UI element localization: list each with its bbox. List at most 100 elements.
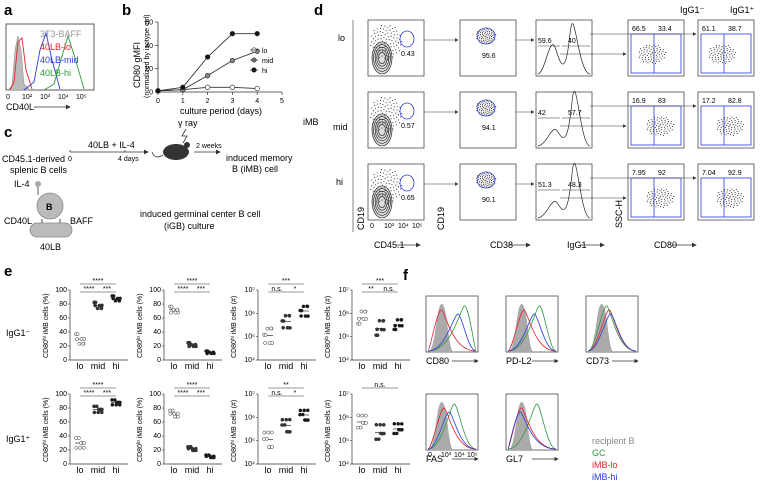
event-dot xyxy=(485,39,487,41)
event-dot xyxy=(658,192,660,194)
col-header-igg1-neg: IgG1⁻ xyxy=(680,5,705,15)
event-dot xyxy=(376,125,378,127)
event-dot xyxy=(378,56,380,59)
event-dot xyxy=(721,46,723,48)
source-label: CD45.1-derived xyxy=(2,154,65,164)
sig-label: *** xyxy=(376,278,384,285)
event-dot xyxy=(645,44,648,46)
event-dot xyxy=(719,201,721,203)
event-dot xyxy=(638,51,641,53)
event-dot xyxy=(486,38,488,40)
event-dot xyxy=(480,39,482,41)
data-point xyxy=(400,427,404,432)
event-dot xyxy=(733,126,735,128)
event-dot xyxy=(488,29,490,31)
group-label: lo xyxy=(264,361,271,371)
contour-line xyxy=(371,113,393,147)
event-dot xyxy=(390,179,392,181)
event-dot xyxy=(651,195,653,197)
flow-plot: 17.2 82.8 xyxy=(697,91,755,149)
hist-40lb-mid xyxy=(23,31,61,91)
event-dot xyxy=(719,193,721,196)
event-dot xyxy=(716,123,719,125)
flow-plot: 42 57.7 xyxy=(535,91,593,149)
event-dot xyxy=(739,127,742,129)
event-dot xyxy=(669,196,671,198)
event-dot xyxy=(725,206,727,208)
event-dot xyxy=(483,40,485,42)
event-dot xyxy=(482,180,484,182)
event-dot xyxy=(714,53,716,55)
event-dot xyxy=(389,101,391,103)
event-dot xyxy=(478,178,480,181)
event-dot xyxy=(382,32,384,34)
event-dot xyxy=(480,38,482,40)
histogram-pd-l2: PD-L2 xyxy=(505,295,559,366)
event-dot xyxy=(487,32,489,34)
plot-frame xyxy=(459,91,517,149)
data-point xyxy=(375,333,380,338)
event-dot xyxy=(739,202,741,204)
event-dot xyxy=(397,186,400,188)
event-dot xyxy=(663,204,665,206)
event-dot xyxy=(737,200,739,202)
event-dot xyxy=(385,41,387,43)
xlabel-cd45-1: CD45.1 xyxy=(374,240,405,250)
event-dot xyxy=(387,32,389,34)
event-dot xyxy=(729,118,731,120)
event-dot xyxy=(483,100,485,103)
event-dot xyxy=(652,130,654,132)
event-dot xyxy=(724,198,726,200)
event-dot xyxy=(375,194,377,196)
data-point xyxy=(374,437,378,442)
event-dot xyxy=(667,192,669,195)
event-dot xyxy=(661,55,664,57)
event-dot xyxy=(653,188,656,190)
data-point xyxy=(303,314,308,318)
overlay-line xyxy=(507,411,557,450)
legend-imb-lo: iMB-lo xyxy=(592,460,618,470)
event-dot xyxy=(732,206,734,208)
event-dot xyxy=(655,60,657,62)
event-dot xyxy=(479,177,481,180)
event-dot xyxy=(661,129,663,131)
event-dot xyxy=(728,58,730,60)
event-dot xyxy=(734,128,736,130)
event-dot xyxy=(378,113,380,115)
gate xyxy=(399,30,415,48)
event-dot xyxy=(480,183,482,185)
data-point xyxy=(75,332,80,336)
event-dot xyxy=(385,49,387,51)
event-dot xyxy=(483,172,485,175)
event-dot xyxy=(492,109,495,111)
event-dot xyxy=(382,122,384,124)
y-tick-label: 10⁴ xyxy=(338,461,349,468)
event-dot xyxy=(719,203,721,205)
data-point xyxy=(364,421,368,425)
data-point xyxy=(190,448,195,453)
event-dot xyxy=(483,28,485,31)
data-point xyxy=(363,413,368,418)
event-dot xyxy=(483,179,485,181)
gate xyxy=(476,27,496,45)
cd40l-label: CD40L xyxy=(4,216,32,226)
data-point xyxy=(95,306,100,311)
data-point xyxy=(110,402,115,407)
event-dot xyxy=(650,127,652,129)
event-dot xyxy=(376,197,378,199)
y-tick-label: 40 xyxy=(59,433,67,440)
flow-plot: 7.04 92.9 xyxy=(697,163,755,221)
tick-label: 10² xyxy=(22,94,33,101)
data-point xyxy=(356,425,360,430)
event-dot xyxy=(729,206,731,208)
event-dot xyxy=(378,200,380,203)
event-dot xyxy=(493,177,495,179)
data-point xyxy=(173,310,178,315)
event-dot xyxy=(651,53,653,55)
y-tick-label: 20 xyxy=(145,66,153,73)
ylabel-ssc-h: SSC-H xyxy=(614,200,624,228)
event-dot xyxy=(723,132,725,134)
event-dot xyxy=(654,62,656,64)
contour-line xyxy=(378,196,386,208)
